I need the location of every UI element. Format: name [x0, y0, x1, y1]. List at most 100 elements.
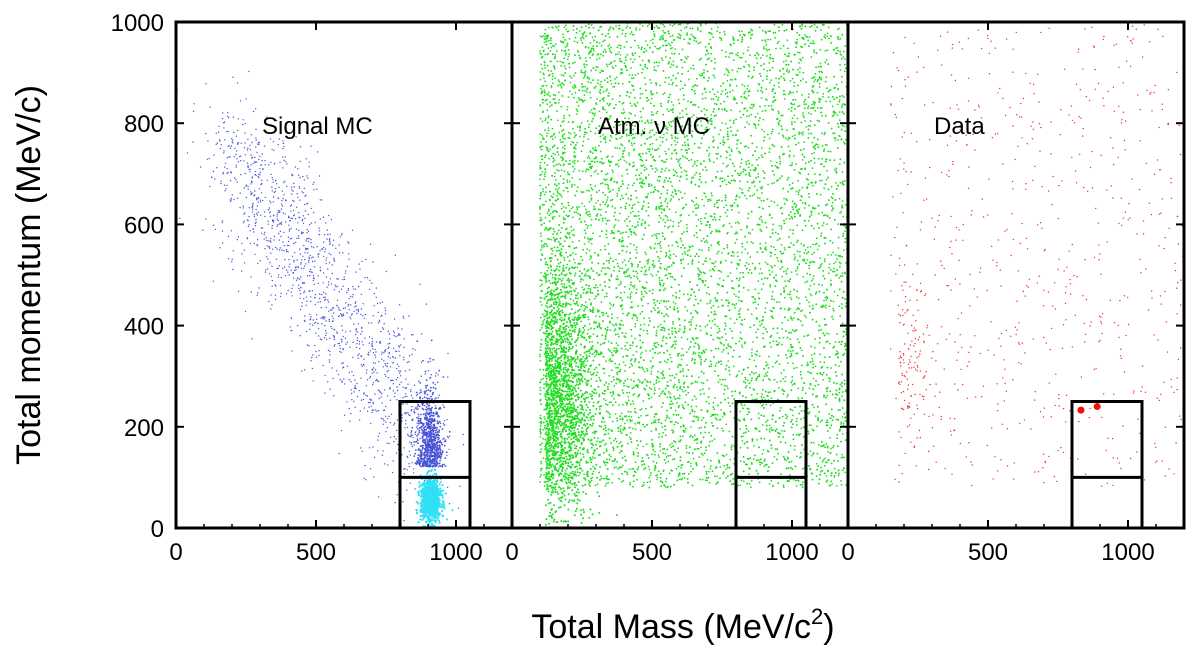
signal-mc-point [346, 312, 348, 314]
signal-mc-point [325, 332, 327, 334]
signal-mc-point [403, 447, 405, 449]
signal-mc-point [329, 350, 331, 353]
signal-mc-point [299, 289, 301, 292]
signal-mc-point [389, 357, 392, 359]
signal-mc-point [307, 202, 309, 205]
signal-mc-point [367, 401, 370, 404]
signal-mc-point [231, 141, 234, 143]
signal-mc-point [261, 153, 263, 155]
signal-mc-point [212, 280, 214, 282]
signal-mc-point [291, 255, 294, 257]
signal-mc-point [403, 356, 405, 359]
signal-mc-point [433, 439, 435, 442]
signal-mc-point [209, 185, 211, 188]
signal-mc-point [328, 310, 330, 312]
signal-mc-point [348, 309, 350, 311]
signal-mc-core-point [434, 516, 437, 519]
signal-mc-point [442, 438, 444, 441]
signal-mc-point [333, 289, 336, 291]
signal-mc-point [342, 307, 345, 309]
signal-mc-point [309, 313, 311, 315]
signal-mc-point [439, 456, 442, 458]
signal-mc-point [406, 489, 408, 491]
signal-mc-point [430, 465, 432, 468]
signal-mc-point [421, 397, 424, 400]
signal-mc-point [436, 436, 439, 439]
signal-mc-point [338, 291, 341, 293]
signal-mc-point [219, 247, 221, 249]
signal-mc-point [424, 414, 427, 416]
signal-mc-point [330, 325, 332, 328]
signal-mc-point [436, 428, 438, 431]
signal-mc-core-point [424, 502, 427, 505]
signal-mc-point [342, 313, 344, 315]
signal-mc-point [369, 336, 371, 338]
signal-mc-point [439, 459, 441, 462]
signal-mc-point [428, 444, 430, 446]
signal-mc-point [372, 348, 374, 350]
signal-mc-point [306, 232, 308, 234]
signal-mc-point [372, 362, 375, 364]
signal-mc-core-point [439, 490, 442, 493]
signal-mc-point [298, 186, 300, 188]
signal-mc-point [211, 176, 213, 179]
signal-mc-point [377, 496, 380, 498]
signal-mc-point [270, 241, 272, 243]
signal-mc-point [406, 361, 409, 364]
signal-mc-point [394, 357, 397, 359]
signal-mc-point [306, 203, 308, 205]
signal-mc-point [289, 205, 292, 207]
signal-mc-point [257, 211, 259, 213]
signal-mc-point [293, 242, 295, 245]
signal-mc-core-point [420, 503, 423, 506]
signal-mc-point [283, 159, 285, 162]
signal-mc-point [342, 285, 344, 287]
signal-mc-point [345, 331, 347, 333]
signal-mc-point [291, 350, 293, 352]
signal-mc-point [327, 281, 330, 283]
signal-mc-point [227, 171, 229, 174]
signal-mc-core-point [427, 494, 430, 497]
signal-mc-point [317, 253, 319, 256]
signal-mc-point [317, 301, 319, 303]
signal-mc-point [402, 397, 404, 399]
signal-mc-point [437, 466, 440, 468]
signal-mc-point [353, 323, 355, 325]
signal-mc-point [405, 423, 407, 425]
signal-mc-point [353, 310, 355, 313]
signal-mc-point [205, 218, 207, 220]
signal-mc-point [368, 351, 370, 354]
signal-mc-point [402, 386, 404, 388]
signal-mc-point [245, 184, 248, 186]
signal-mc-point [231, 261, 233, 263]
signal-mc-point [350, 318, 352, 320]
signal-mc-point [360, 308, 363, 310]
signal-mc-point [389, 366, 392, 368]
signal-mc-point [280, 223, 283, 225]
signal-mc-point [361, 330, 363, 333]
signal-mc-point [299, 248, 301, 250]
signal-mc-core-point [430, 487, 433, 490]
signal-mc-point [244, 172, 246, 175]
signal-mc-point [275, 246, 277, 249]
signal-mc-point [282, 212, 285, 214]
points-layer [176, 21, 1185, 529]
signal-mc-point [389, 436, 392, 439]
signal-mc-point [283, 194, 285, 196]
signal-mc-core-point [428, 503, 431, 506]
signal-mc-point [389, 338, 391, 340]
signal-mc-point [224, 162, 227, 164]
signal-mc-point [299, 308, 302, 311]
signal-mc-point [430, 414, 432, 417]
signal-mc-point [272, 221, 275, 223]
signal-mc-point [422, 431, 425, 434]
signal-mc-point [398, 383, 401, 386]
signal-mc-point [393, 347, 395, 349]
signal-mc-point [444, 465, 447, 467]
signal-mc-point [311, 257, 313, 259]
signal-mc-point [303, 298, 305, 300]
signal-mc-point [276, 215, 278, 217]
signal-mc-point [255, 108, 257, 110]
signal-mc-point [400, 375, 402, 377]
signal-mc-point [393, 395, 396, 398]
